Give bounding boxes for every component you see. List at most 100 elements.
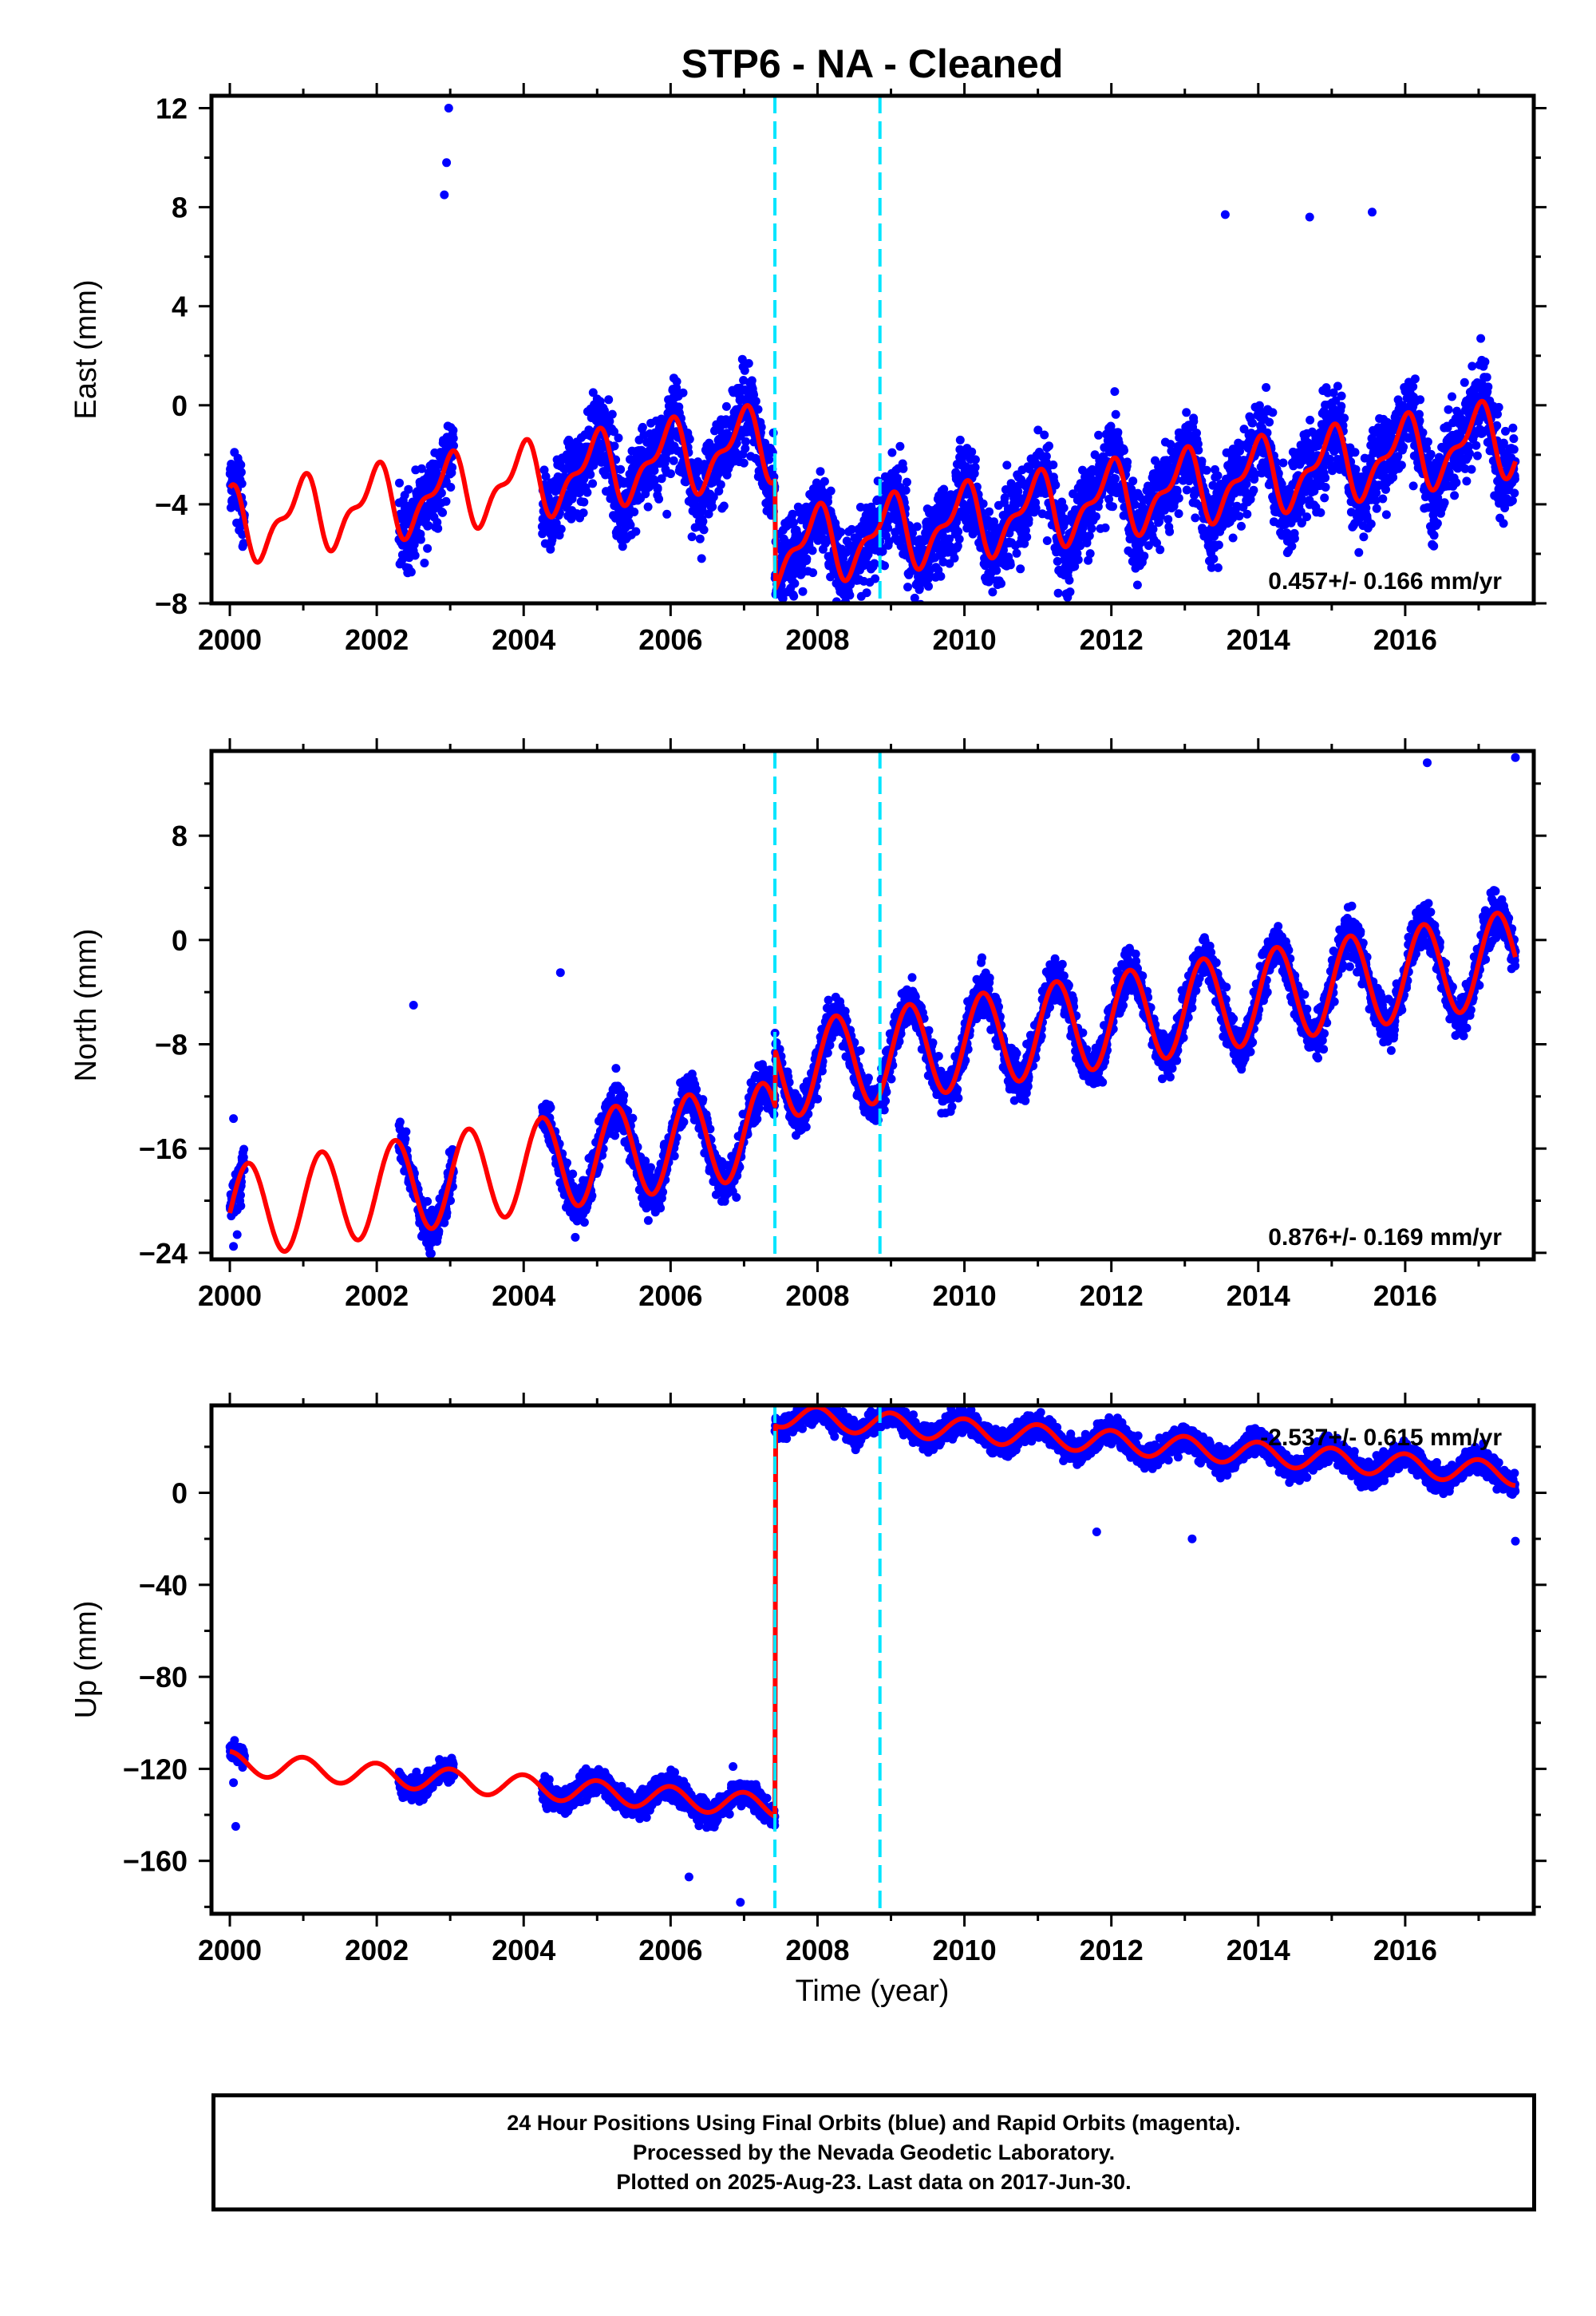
data-point: [605, 417, 614, 426]
data-point: [423, 1196, 433, 1206]
data-point: [910, 605, 918, 614]
data-point: [1182, 408, 1191, 417]
data-point: [1262, 383, 1271, 392]
data-point: [808, 568, 818, 578]
data-point: [687, 532, 697, 542]
data-point: [970, 463, 980, 472]
data-point: [1091, 512, 1100, 521]
data-point: [1350, 448, 1360, 457]
data-point: [699, 525, 709, 535]
data-point: [616, 464, 626, 474]
data-point: [741, 444, 750, 453]
data-point: [870, 559, 879, 568]
data-point: [1305, 212, 1314, 222]
data-point: [1306, 415, 1315, 425]
data-point: [1073, 555, 1083, 564]
data-point: [1509, 445, 1519, 454]
data-point: [1337, 401, 1346, 411]
data-point: [695, 534, 705, 543]
data-point: [1287, 541, 1297, 551]
data-point: [1429, 541, 1439, 551]
data-point: [1220, 210, 1230, 219]
data-point: [954, 535, 964, 543]
data-point: [654, 494, 664, 504]
data-point: [446, 483, 456, 492]
data-point: [556, 524, 566, 534]
data-point: [1465, 449, 1474, 458]
data-point: [1396, 460, 1406, 470]
data-point: [1128, 476, 1138, 486]
data-point: [751, 397, 760, 406]
data-point: [816, 467, 825, 476]
data-point: [631, 527, 641, 536]
data-point: [564, 435, 574, 445]
data-point: [788, 509, 797, 519]
x-tick-label: 2016: [1373, 623, 1437, 656]
plot-area: [225, 751, 1520, 1259]
data-point: [1065, 575, 1074, 585]
data-point: [433, 524, 443, 533]
data-point: [579, 508, 588, 518]
data-point: [1156, 545, 1165, 555]
data-point: [1462, 476, 1472, 486]
data-point: [1366, 520, 1376, 528]
data-point: [880, 561, 889, 571]
data-point: [1494, 402, 1503, 412]
data-point: [643, 502, 653, 512]
data-point: [441, 496, 451, 506]
data-point: [1123, 457, 1132, 467]
data-point: [1278, 458, 1288, 468]
data-point: [437, 488, 446, 498]
data-point: [1450, 491, 1460, 500]
plot-area: [225, 96, 1520, 614]
data-point: [239, 1144, 249, 1154]
data-point: [910, 593, 919, 603]
data-point: [1111, 474, 1120, 484]
data-point: [709, 492, 718, 502]
data-point: [586, 470, 595, 480]
data-point: [915, 583, 924, 593]
data-point: [1508, 423, 1518, 433]
data-point: [912, 522, 922, 532]
data-point: [1482, 373, 1491, 382]
data-point: [662, 454, 671, 464]
x-tick-label: 2010: [933, 623, 997, 656]
x-tick-label: 2014: [1227, 623, 1290, 656]
data-point: [1476, 334, 1486, 343]
data-point: [236, 460, 246, 469]
data-point: [936, 571, 946, 581]
data-point: [997, 579, 1005, 588]
data-point: [1426, 449, 1436, 459]
data-point: [395, 478, 404, 488]
data-point: [610, 441, 619, 451]
data-point: [1132, 580, 1142, 590]
data-point: [1042, 536, 1052, 545]
data-point: [423, 543, 433, 553]
data-point: [802, 554, 812, 563]
data-point: [1085, 549, 1095, 559]
data-point: [583, 488, 592, 497]
rate-label: 0.457+/- 0.166 mm/yr: [1268, 568, 1502, 595]
y-tick-label: 12: [156, 93, 188, 125]
data-point: [985, 507, 994, 516]
data-point: [669, 456, 678, 465]
data-point: [697, 554, 706, 563]
data-point: [1182, 485, 1191, 495]
data-point: [778, 594, 788, 603]
data-point: [1333, 381, 1342, 391]
data-point: [1165, 527, 1175, 536]
data-point: [1320, 493, 1329, 503]
data-point: [426, 1249, 436, 1259]
x-tick-label: 2004: [492, 623, 555, 656]
data-point: [1140, 551, 1149, 561]
x-tick-label: 2002: [345, 623, 409, 656]
data-point: [741, 437, 750, 446]
x-tick-label: 2006: [638, 623, 702, 656]
data-point: [744, 358, 753, 368]
data-point: [871, 574, 880, 583]
data-point: [571, 1232, 580, 1242]
data-point: [1368, 207, 1377, 217]
data-point: [1359, 532, 1369, 542]
data-point: [924, 582, 933, 591]
data-point: [1059, 503, 1069, 512]
